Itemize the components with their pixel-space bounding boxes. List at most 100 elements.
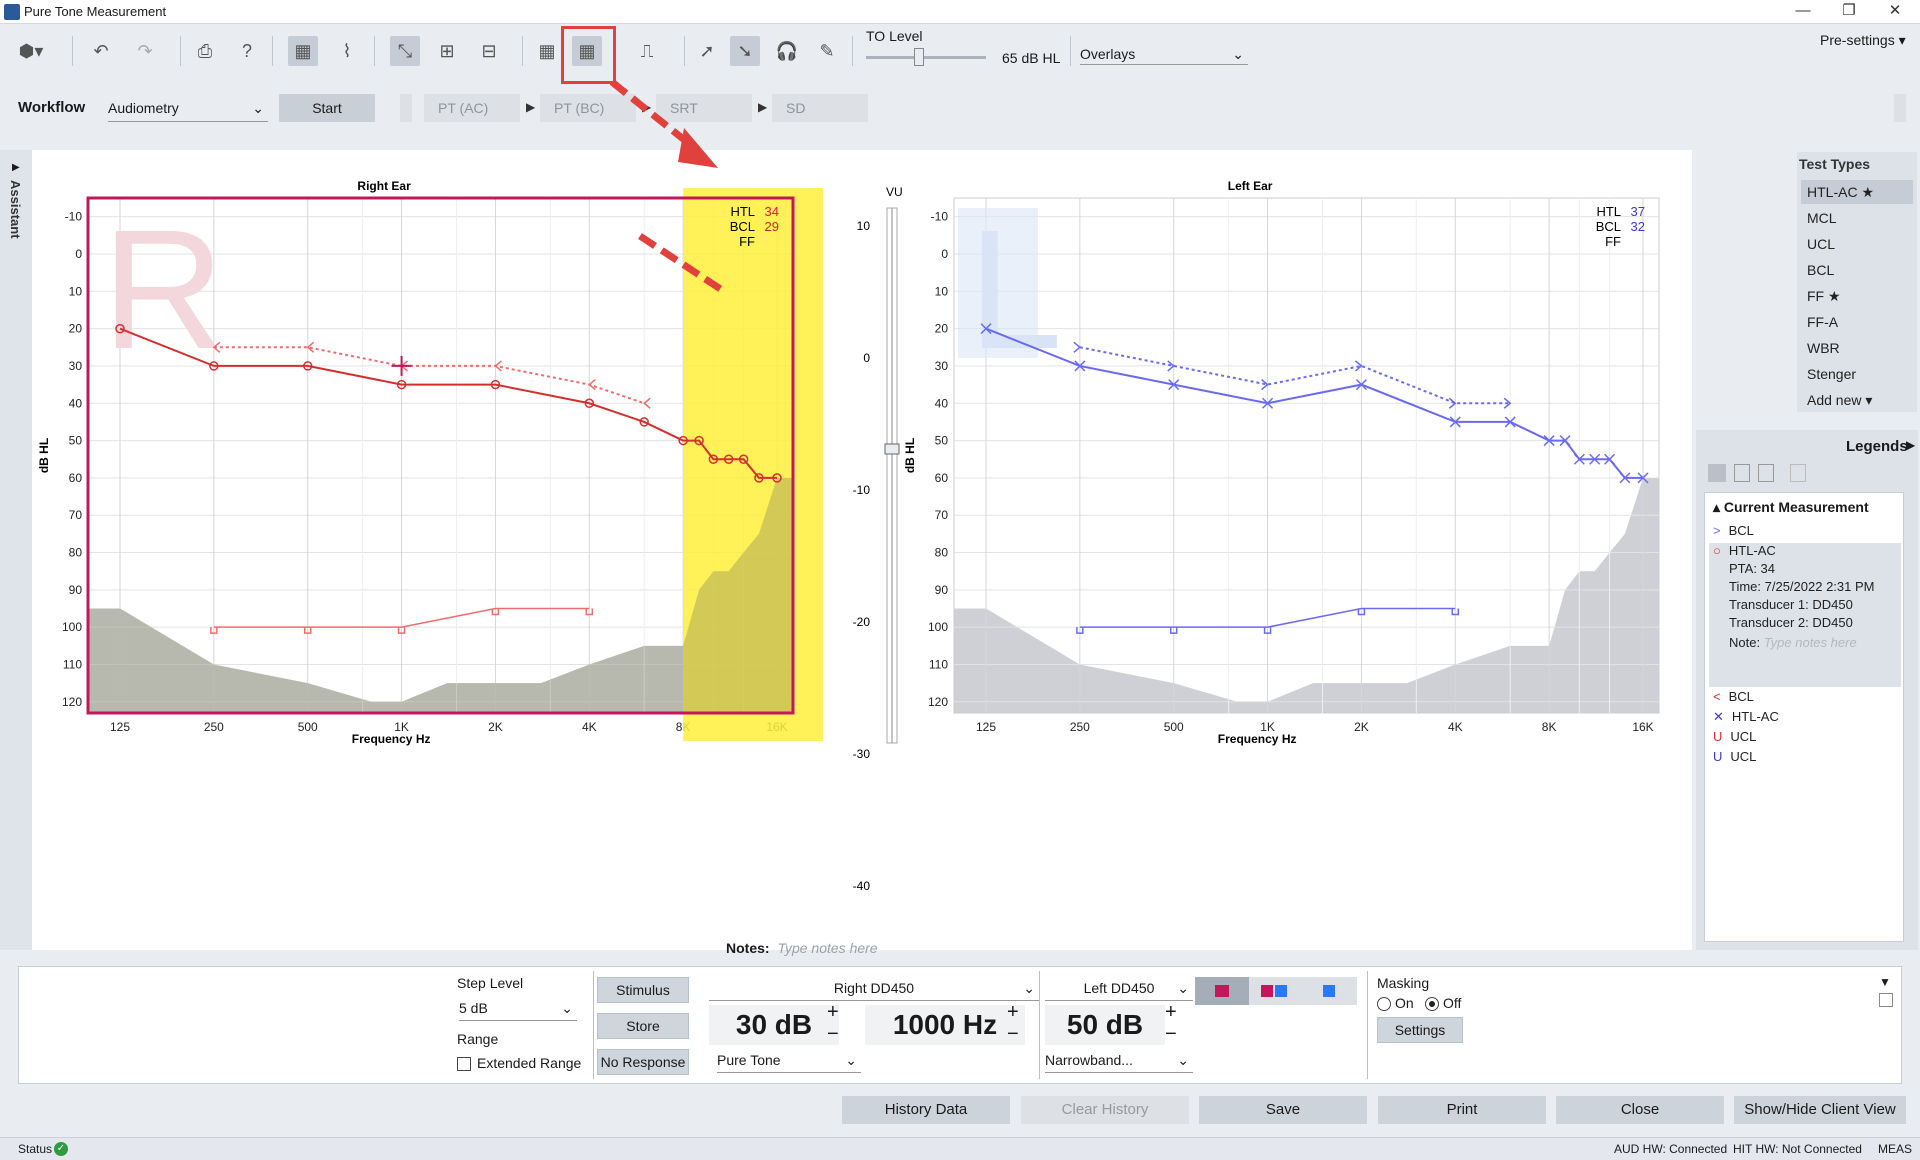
test-type-item[interactable]: Add new ▾ — [1807, 392, 1873, 408]
legend-symbol-icon: ✕ — [1713, 709, 1724, 724]
right-transducer-dropdown[interactable]: Right DD450 ⌄ — [709, 975, 1039, 1001]
settings-button[interactable]: Settings — [1377, 1017, 1463, 1043]
grid-icon[interactable]: ▦ — [538, 41, 556, 61]
stimulus-button[interactable]: Stimulus — [597, 977, 689, 1003]
test-type-item[interactable]: FF-A — [1807, 314, 1839, 330]
to-level-slider-track[interactable] — [866, 56, 986, 59]
workflow-step-srt[interactable]: SRT — [656, 94, 752, 122]
talk-back-icon[interactable]: ➘ — [730, 36, 760, 66]
chart-view-icon[interactable]: ▦ — [288, 36, 318, 66]
to-level-slider-handle[interactable] — [914, 48, 924, 66]
export-icon[interactable] — [1790, 464, 1806, 482]
audiogram-mask-icon[interactable]: ⊞ — [439, 41, 455, 61]
legend-item-selected[interactable]: ○ HTL-AC — [1713, 543, 1776, 558]
signal-dropdown[interactable]: Pure Tone ⌄ — [717, 1047, 861, 1073]
overlay-chart-icon[interactable]: ⎍ — [640, 41, 654, 61]
frequency-increase-button[interactable]: + — [1007, 1001, 1019, 1023]
workflow-step-sd[interactable]: SD — [772, 94, 868, 122]
current-measurement-header[interactable]: ▴ Current Measurement — [1713, 499, 1869, 515]
table-grid-icon[interactable]: ▦ — [572, 36, 602, 66]
expand-icon[interactable]: ▶ — [12, 162, 20, 173]
vu-slider-handle[interactable] — [884, 443, 900, 455]
extended-range-checkbox[interactable] — [457, 1057, 471, 1071]
stat-label: BCL — [730, 219, 755, 234]
noise-floor-overlay — [88, 477, 793, 713]
test-type-item[interactable]: FF ★ — [1807, 288, 1841, 304]
presettings-button[interactable]: Pre-settings ▾ — [1820, 32, 1906, 48]
legend-item[interactable]: ✕ HTL-AC — [1713, 709, 1779, 725]
step-arrow-icon: ▶ — [758, 100, 768, 114]
legend-note-input[interactable]: Type notes here — [1763, 635, 1857, 650]
tools-icon[interactable]: ✎ — [819, 41, 835, 61]
level-increase-button[interactable]: + — [827, 1001, 839, 1023]
redo-icon[interactable]: ↷ — [137, 41, 153, 61]
stat-label: HTL — [1596, 204, 1621, 219]
step-level-dropdown[interactable]: 5 dB ⌄ — [459, 995, 577, 1021]
masking-off-radio[interactable] — [1425, 997, 1439, 1011]
clear-history-button[interactable]: Clear History — [1021, 1096, 1189, 1124]
left-transducer-dropdown[interactable]: Left DD450 ⌄ — [1045, 975, 1193, 1001]
masking-on-radio[interactable] — [1377, 997, 1391, 1011]
talk-over-icon[interactable]: ➚ — [699, 41, 715, 61]
test-type-item[interactable]: HTL-AC ★ — [1801, 180, 1913, 204]
close-button[interactable]: Close — [1556, 1096, 1724, 1124]
panel-menu-icon[interactable]: ▼ — [1879, 975, 1891, 989]
legend-item[interactable]: U UCL — [1713, 729, 1756, 744]
test-type-item[interactable]: Stenger — [1807, 366, 1857, 382]
undo-icon[interactable]: ↶ — [93, 41, 109, 61]
level-value[interactable]: 30 dB — [709, 1005, 839, 1045]
headphones-icon[interactable]: 🎧 — [775, 41, 799, 61]
masking-increase-button[interactable]: + — [1165, 1001, 1177, 1023]
minimize-button[interactable]: — — [1795, 2, 1811, 19]
print-icon[interactable]: ⎙ — [197, 41, 213, 61]
help-icon[interactable]: ? — [241, 41, 252, 61]
legend-detail-t2: Transducer 2: DD450 — [1729, 615, 1853, 630]
maximize-button[interactable]: ❐ — [1842, 2, 1856, 19]
save-button[interactable]: Save — [1199, 1096, 1367, 1124]
audiogram-compare-icon[interactable]: ⊟ — [481, 41, 497, 61]
workflow-step-pt-bc[interactable]: PT (BC) — [540, 94, 636, 122]
legend-label: UCL — [1730, 749, 1757, 764]
test-type-item[interactable]: UCL — [1807, 236, 1836, 252]
detach-icon[interactable] — [1879, 993, 1893, 1007]
audiogram-icon[interactable]: ⤡ — [390, 36, 420, 66]
history-data-button[interactable]: History Data — [842, 1096, 1010, 1124]
test-type-item[interactable]: BCL — [1807, 262, 1835, 278]
assistant-panel[interactable]: ▶ Assistant — [0, 150, 32, 950]
test-type-item[interactable]: MCL — [1807, 210, 1837, 226]
legend-item[interactable]: < BCL — [1713, 689, 1754, 704]
frequency-value[interactable]: 1000 Hz — [865, 1005, 1025, 1045]
right-ear-select-button[interactable] — [1195, 977, 1249, 1005]
notes-input[interactable]: Type notes here — [777, 940, 878, 956]
curve-view-icon[interactable]: ⌇ — [342, 41, 352, 61]
store-button[interactable]: Store — [597, 1013, 689, 1039]
close-window-button[interactable]: ✕ — [1888, 2, 1902, 19]
cube-menu-icon[interactable]: ⬢▾ — [18, 41, 44, 61]
both-ears-select-button[interactable] — [1249, 977, 1303, 1005]
show-hide-client-view-button[interactable]: Show/Hide Client View — [1734, 1096, 1906, 1124]
y-tick-label: -10 — [931, 210, 949, 224]
collapse-icon[interactable]: ▶ — [1906, 438, 1916, 452]
workflow-mode-dropdown[interactable]: Audiometry ⌄ — [108, 94, 268, 122]
level-decrease-button[interactable]: − — [827, 1023, 839, 1045]
data-point-bracket — [306, 341, 315, 353]
legend-item[interactable]: > BCL — [1713, 523, 1754, 538]
noise-dropdown[interactable]: Narrowband... ⌄ — [1045, 1047, 1193, 1073]
legend-item[interactable]: U UCL — [1713, 749, 1756, 764]
no-response-button[interactable]: No Response — [597, 1049, 689, 1075]
print-button[interactable]: Print — [1378, 1096, 1546, 1124]
stack-icon[interactable] — [1758, 464, 1774, 482]
frequency-decrease-button[interactable]: − — [1007, 1023, 1019, 1045]
workflow-step-pt-ac[interactable]: PT (AC) — [424, 94, 520, 122]
left-ear-select-button[interactable] — [1303, 977, 1357, 1005]
left-ear-audiogram[interactable]: -10 0 10 20 30 40 50 60 70 80 90 100 110 120 125 250 500… — [903, 179, 1660, 746]
test-type-item[interactable]: WBR — [1807, 340, 1840, 356]
overlays-dropdown[interactable]: Overlays ⌄ — [1080, 46, 1248, 65]
masking-level-value[interactable]: 50 dB — [1045, 1005, 1165, 1045]
view-icon[interactable] — [1708, 464, 1726, 482]
start-button[interactable]: Start — [279, 94, 375, 122]
masking-decrease-button[interactable]: − — [1165, 1023, 1177, 1045]
copy-icon[interactable] — [1734, 464, 1750, 482]
